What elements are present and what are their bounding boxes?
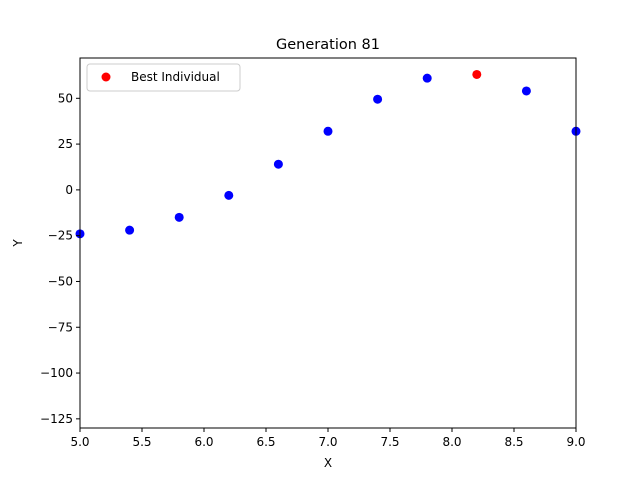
x-axis-label: X xyxy=(324,456,332,470)
y-tick-label: −100 xyxy=(40,366,73,380)
population-point xyxy=(224,190,234,200)
legend-marker-best-individual xyxy=(101,72,111,82)
y-axis-label: Y xyxy=(11,239,25,248)
population-point xyxy=(373,94,383,104)
population-point xyxy=(422,73,432,83)
plot-background xyxy=(80,58,576,428)
chart-title: Generation 81 xyxy=(276,37,380,53)
x-tick-label: 5.5 xyxy=(132,435,151,449)
x-tick-label: 8.5 xyxy=(504,435,523,449)
y-tick-label: 25 xyxy=(58,137,73,151)
x-tick-label: 7.0 xyxy=(318,435,337,449)
population-point xyxy=(174,212,184,222)
y-tick-label: −125 xyxy=(40,412,73,426)
y-tick-label: −25 xyxy=(48,229,73,243)
x-axis: 5.0 5.5 6.0 6.5 7.0 7.5 8.0 8.5 9.0 xyxy=(70,428,586,449)
population-point xyxy=(125,225,135,235)
population-point xyxy=(323,126,333,136)
y-tick-label: 50 xyxy=(58,91,73,105)
y-tick-label: 0 xyxy=(65,183,73,197)
legend: Best Individual xyxy=(86,63,241,92)
population-point xyxy=(521,86,531,96)
legend-label-best-individual: Best Individual xyxy=(131,70,220,84)
x-tick-label: 7.5 xyxy=(380,435,399,449)
plot-area xyxy=(75,57,581,429)
legend-box xyxy=(86,63,241,92)
population-point xyxy=(273,159,283,169)
points-layer xyxy=(75,69,581,239)
x-tick-label: 6.5 xyxy=(256,435,275,449)
x-tick-label: 8.0 xyxy=(442,435,461,449)
x-tick-label: 9.0 xyxy=(566,435,585,449)
y-axis: 50 25 0 −25 −50 −75 −100 −125 xyxy=(40,91,80,426)
x-tick-label: 6.0 xyxy=(194,435,213,449)
y-tick-label: −50 xyxy=(48,274,73,288)
y-tick-label: −75 xyxy=(48,320,73,334)
x-tick-label: 5.0 xyxy=(70,435,89,449)
best-individual-point xyxy=(472,69,482,79)
